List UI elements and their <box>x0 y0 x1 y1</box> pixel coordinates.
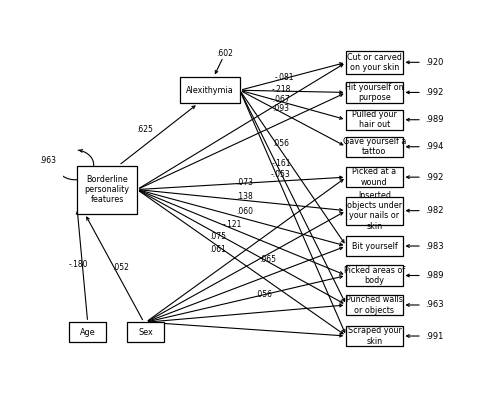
Text: .983: .983 <box>425 241 444 251</box>
Text: -.218: -.218 <box>272 85 290 94</box>
Bar <box>346 167 403 187</box>
Text: Bit yourself: Bit yourself <box>352 241 398 251</box>
Bar <box>346 295 403 315</box>
Text: Picked areas of
body: Picked areas of body <box>344 266 405 285</box>
Text: .093: .093 <box>272 104 289 113</box>
Text: -.180: -.180 <box>68 260 88 268</box>
Text: .963: .963 <box>425 301 444 310</box>
Text: .989: .989 <box>425 115 444 124</box>
Bar <box>346 326 403 346</box>
Text: Scraped your
skin: Scraped your skin <box>348 326 402 346</box>
Bar <box>346 51 403 74</box>
Bar <box>346 236 403 256</box>
Text: .061: .061 <box>209 245 226 254</box>
Text: .075: .075 <box>208 232 226 241</box>
Text: Pulled your
hair out: Pulled your hair out <box>352 110 397 129</box>
Text: -.067: -.067 <box>271 95 291 104</box>
Text: .602: .602 <box>216 49 232 58</box>
Bar <box>346 82 403 102</box>
Text: .963: .963 <box>40 156 56 165</box>
Text: .991: .991 <box>425 332 444 341</box>
Bar <box>70 322 106 343</box>
Bar <box>346 137 403 157</box>
Bar <box>180 77 240 104</box>
Text: -.121: -.121 <box>223 220 242 229</box>
Bar <box>346 110 403 130</box>
Text: -.053: -.053 <box>271 170 291 179</box>
Text: .992: .992 <box>425 88 444 97</box>
Text: .056: .056 <box>256 291 272 299</box>
Text: Cut or carved
on your skin: Cut or carved on your skin <box>347 53 402 72</box>
Text: .060: .060 <box>236 207 253 216</box>
Text: .989: .989 <box>425 271 444 280</box>
Text: .138: .138 <box>236 192 252 202</box>
Bar <box>346 197 403 224</box>
Text: Age: Age <box>80 328 96 337</box>
Text: Sex: Sex <box>138 328 153 337</box>
Text: Inserted
objects under
your nails or
skin: Inserted objects under your nails or ski… <box>347 191 402 231</box>
Text: Hit yourself on
purpose: Hit yourself on purpose <box>345 83 404 102</box>
Text: Borderline
personality
features: Borderline personality features <box>84 174 130 204</box>
Text: .920: .920 <box>425 58 444 67</box>
Text: .056: .056 <box>272 139 289 148</box>
Bar <box>346 266 403 286</box>
Text: .982: .982 <box>425 206 444 215</box>
Bar <box>77 166 137 214</box>
Text: .073: .073 <box>236 178 253 187</box>
Text: .625: .625 <box>136 125 154 134</box>
Text: Picked at a
wound: Picked at a wound <box>352 167 397 187</box>
Text: Alexithymia: Alexithymia <box>186 86 234 95</box>
Text: .052: .052 <box>112 263 129 272</box>
Text: -.081: -.081 <box>275 73 294 82</box>
Text: .994: .994 <box>425 142 444 151</box>
Text: -.161: -.161 <box>271 159 290 168</box>
Text: .065: .065 <box>259 255 276 264</box>
Text: Punched walls
or objects: Punched walls or objects <box>346 295 403 315</box>
Bar <box>128 322 164 343</box>
Text: .992: .992 <box>425 172 444 182</box>
Text: Gave yourself a
tattoo: Gave yourself a tattoo <box>343 137 406 156</box>
